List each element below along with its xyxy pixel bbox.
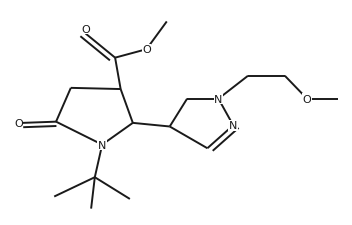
Text: N: N bbox=[229, 121, 237, 131]
Text: O: O bbox=[142, 45, 151, 55]
Text: O: O bbox=[303, 94, 312, 104]
Text: N: N bbox=[98, 140, 106, 150]
Text: N: N bbox=[214, 94, 222, 104]
Text: O: O bbox=[81, 24, 90, 34]
Text: O: O bbox=[14, 118, 23, 128]
